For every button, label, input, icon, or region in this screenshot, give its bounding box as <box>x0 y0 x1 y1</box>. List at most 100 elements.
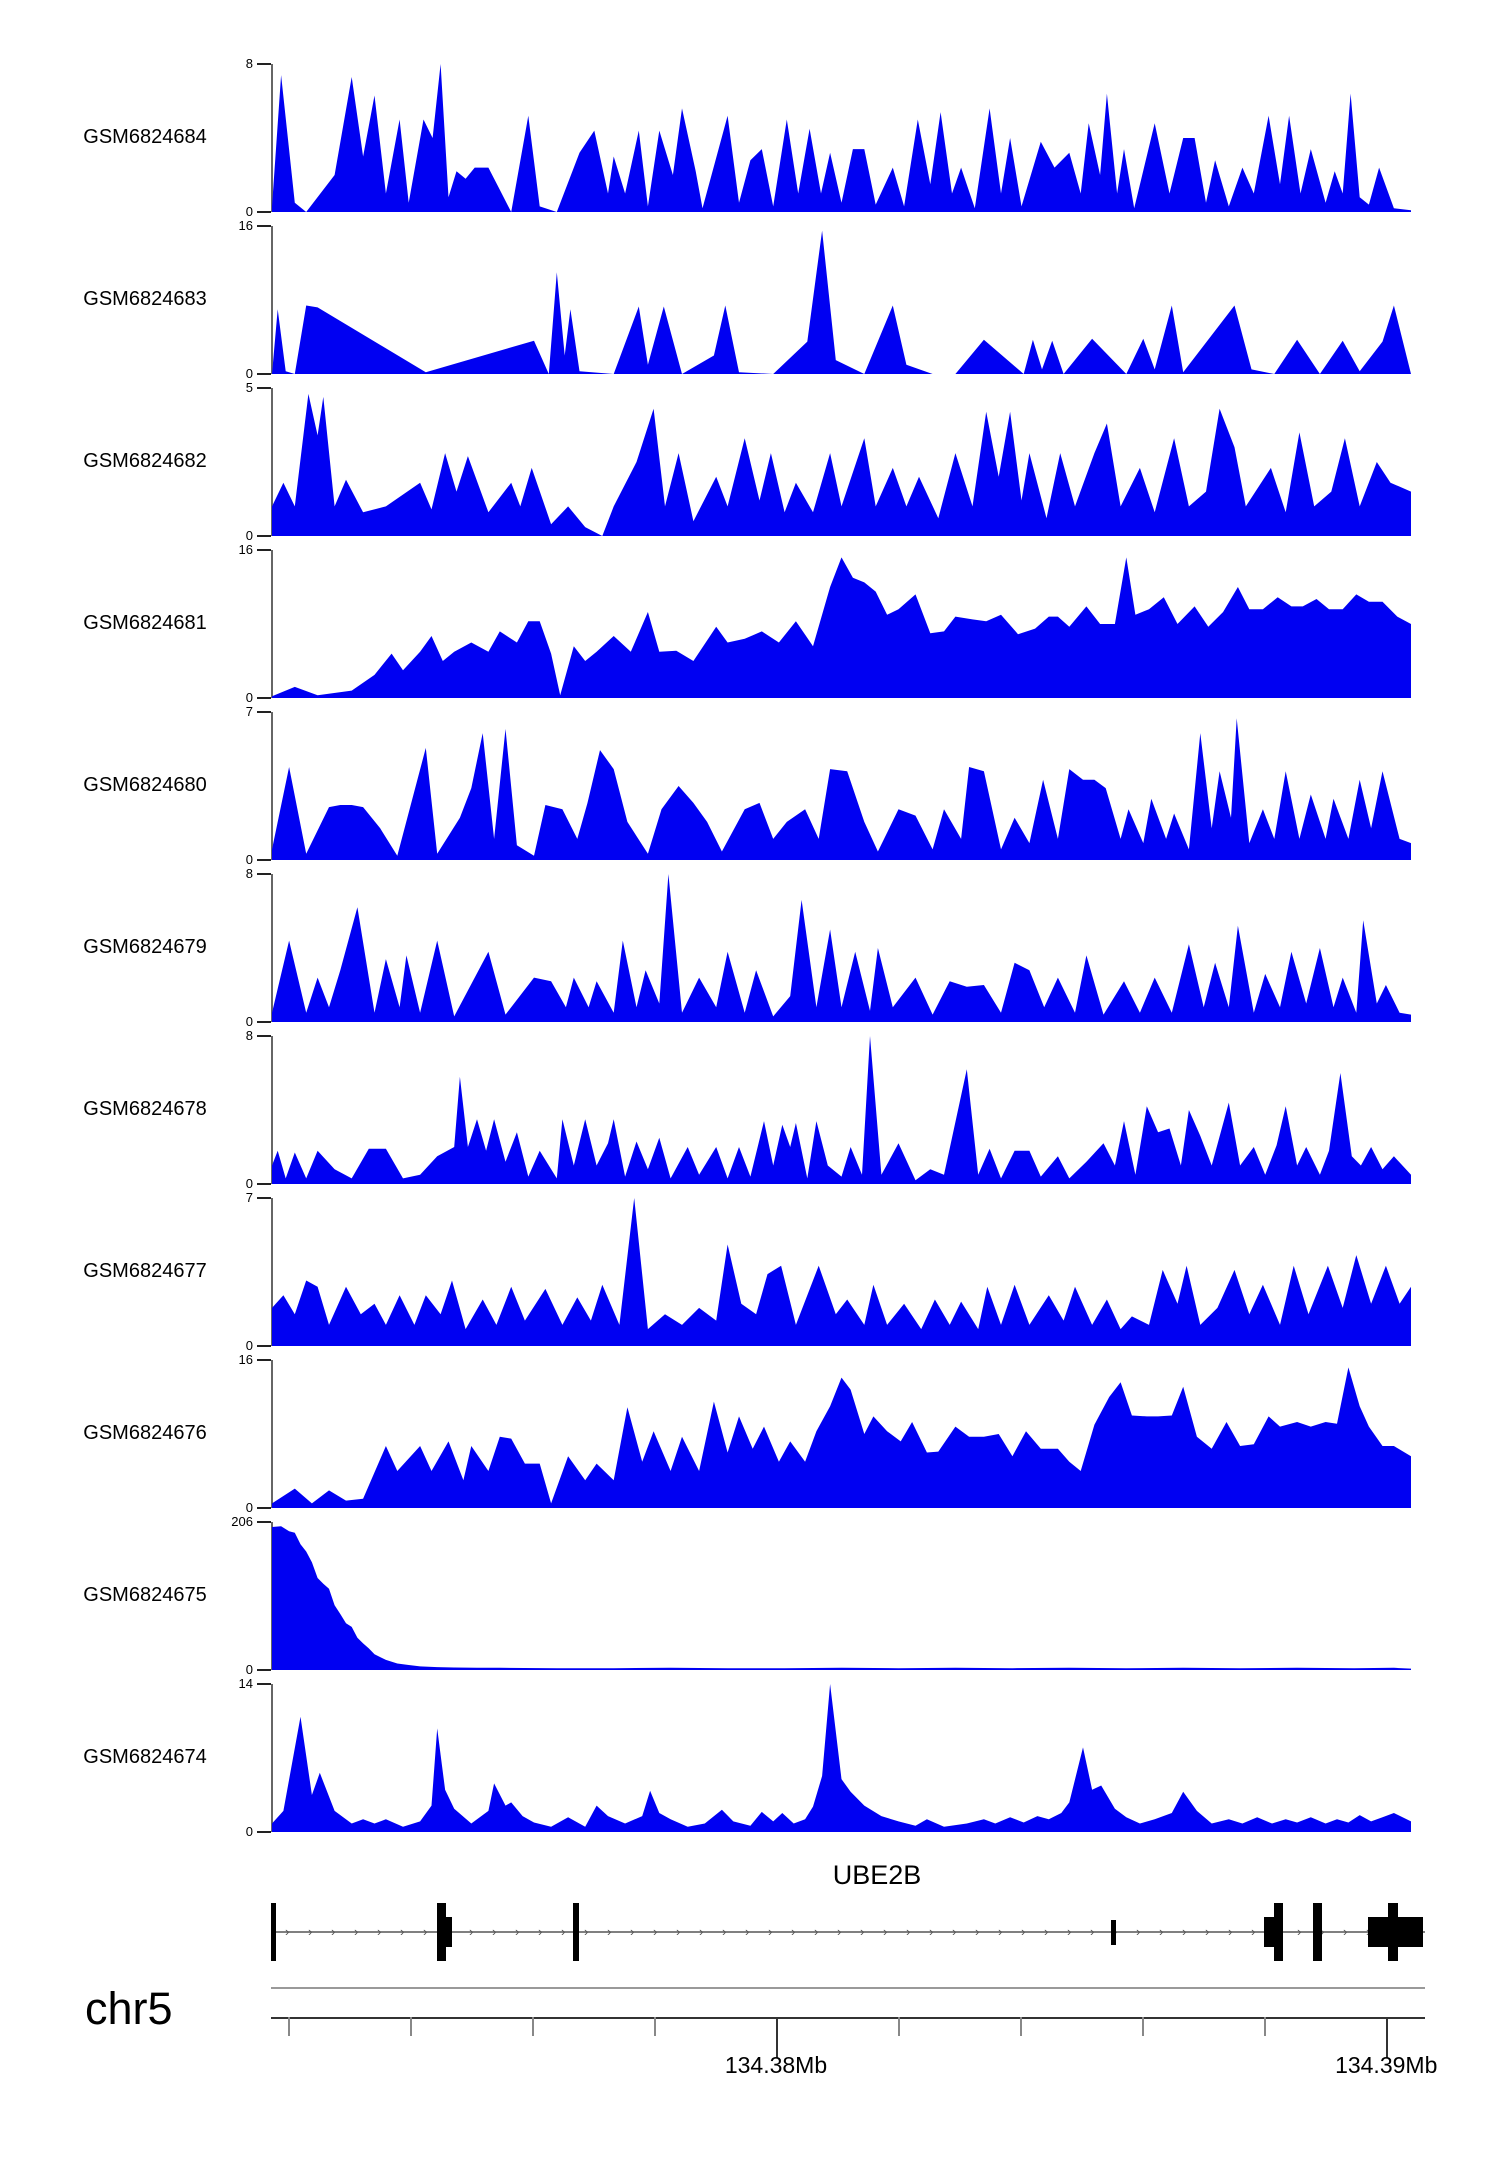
strand-arrow-icon: › <box>791 1924 796 1939</box>
axis-gray-rule <box>271 1987 1425 1989</box>
strand-arrow-icon: › <box>653 1924 658 1939</box>
y-axis-max-label: 16 <box>238 1352 253 1367</box>
y-axis-top-tick <box>257 1359 271 1361</box>
y-axis-max-label: 8 <box>245 866 253 881</box>
chromosome-label: chr5 <box>85 1983 173 2034</box>
strand-arrow-icon: › <box>699 1924 704 1939</box>
strand-arrow-icon: › <box>285 1924 290 1939</box>
strand-arrow-icon: › <box>676 1924 681 1939</box>
track-label: GSM6824684 <box>83 126 207 148</box>
strand-arrow-icon: › <box>1251 1924 1256 1939</box>
strand-arrow-icon: › <box>423 1924 428 1939</box>
track-label: GSM6824676 <box>83 1422 207 1444</box>
y-axis-zero-tick <box>257 1345 271 1347</box>
y-axis-top-tick <box>257 225 271 227</box>
axis-tick-label: 134.39Mb <box>1335 2052 1438 2078</box>
signal-polygon <box>272 557 1411 698</box>
signal-polygon <box>272 1036 1411 1184</box>
gene-exon <box>1387 1903 1398 1961</box>
y-axis-zero-label: 0 <box>245 1662 253 1677</box>
axis-minor-tick <box>1264 2017 1267 2036</box>
y-axis-zero-label: 0 <box>245 1014 253 1029</box>
y-axis-top-tick <box>257 711 271 713</box>
y-axis-line <box>271 388 273 536</box>
y-axis-zero-label: 0 <box>245 690 253 705</box>
gene-exon <box>271 1903 276 1961</box>
strand-arrow-icon: › <box>1228 1924 1233 1939</box>
y-axis-zero-tick <box>257 373 271 375</box>
strand-arrow-icon: › <box>538 1924 543 1939</box>
y-axis-zero-tick <box>257 1669 271 1671</box>
strand-arrow-icon: › <box>1090 1924 1095 1939</box>
strand-arrow-icon: › <box>860 1924 865 1939</box>
strand-arrow-icon: › <box>607 1924 612 1939</box>
strand-arrow-icon: › <box>331 1924 336 1939</box>
y-axis-zero-tick <box>257 1021 271 1023</box>
signal-area-plot <box>272 874 1411 1022</box>
y-axis-max-label: 16 <box>238 542 253 557</box>
track-label: GSM6824675 <box>83 1584 207 1606</box>
gene-exon <box>1312 1903 1322 1961</box>
strand-arrow-icon: › <box>354 1924 359 1939</box>
y-axis-top-tick <box>257 1521 271 1523</box>
gene-exon <box>1110 1920 1116 1945</box>
y-axis-zero-tick <box>257 211 271 213</box>
strand-arrow-icon: › <box>561 1924 566 1939</box>
y-axis-zero-label: 0 <box>245 366 253 381</box>
y-axis-top-tick <box>257 873 271 875</box>
signal-area-plot <box>272 1526 1411 1670</box>
axis-tick-label: 134.38Mb <box>724 2052 828 2078</box>
signal-area-plot <box>272 1036 1411 1184</box>
signal-area-plot <box>272 64 1411 212</box>
track-label: GSM6824679 <box>83 936 207 958</box>
y-axis-line <box>271 1036 273 1184</box>
signal-polygon <box>272 1684 1411 1832</box>
strand-arrow-icon: › <box>469 1924 474 1939</box>
strand-arrow-icon: › <box>492 1924 497 1939</box>
y-axis-zero-tick <box>257 1831 271 1833</box>
track-label: GSM6824683 <box>83 288 207 310</box>
track-label: GSM6824681 <box>83 612 207 634</box>
strand-arrow-icon: › <box>929 1924 934 1939</box>
strand-arrow-icon: › <box>883 1924 888 1939</box>
signal-polygon <box>272 1526 1411 1670</box>
gene-intron-line <box>271 1931 1425 1933</box>
signal-area-plot <box>272 1198 1411 1346</box>
y-axis-zero-tick <box>257 697 271 699</box>
axis-baseline <box>271 2017 1425 2019</box>
y-axis-top-tick <box>257 387 271 389</box>
y-axis-max-label: 5 <box>245 380 253 395</box>
y-axis-line <box>271 550 273 698</box>
strand-arrow-icon: › <box>377 1924 382 1939</box>
y-axis-line <box>271 712 273 860</box>
signal-polygon <box>272 393 1411 536</box>
axis-minor-tick <box>410 2017 413 2036</box>
strand-arrow-icon: › <box>722 1924 727 1939</box>
y-axis-max-label: 14 <box>238 1676 253 1691</box>
strand-arrow-icon: › <box>975 1924 980 1939</box>
y-axis-line <box>271 874 273 1022</box>
y-axis-top-tick <box>257 549 271 551</box>
strand-arrow-icon: › <box>630 1924 635 1939</box>
axis-minor-tick <box>1142 2017 1145 2036</box>
y-axis-max-label: 16 <box>238 218 253 233</box>
y-axis-zero-label: 0 <box>245 1500 253 1515</box>
strand-arrow-icon: › <box>584 1924 589 1939</box>
y-axis-line <box>271 1360 273 1508</box>
strand-arrow-icon: › <box>814 1924 819 1939</box>
track-label: GSM6824677 <box>83 1260 207 1282</box>
gene-exon <box>436 1903 446 1961</box>
y-axis-zero-tick <box>257 535 271 537</box>
strand-arrow-icon: › <box>1159 1924 1164 1939</box>
signal-polygon <box>272 718 1411 860</box>
gene-exon <box>573 1903 579 1961</box>
y-axis-top-tick <box>257 1683 271 1685</box>
axis-major-tick <box>775 2017 778 2058</box>
signal-polygon <box>272 874 1411 1022</box>
track-label: GSM6824680 <box>83 774 207 796</box>
strand-arrow-icon: › <box>1067 1924 1072 1939</box>
y-axis-top-tick <box>257 1197 271 1199</box>
track-label: GSM6824682 <box>83 450 207 472</box>
signal-area-plot <box>272 557 1411 698</box>
